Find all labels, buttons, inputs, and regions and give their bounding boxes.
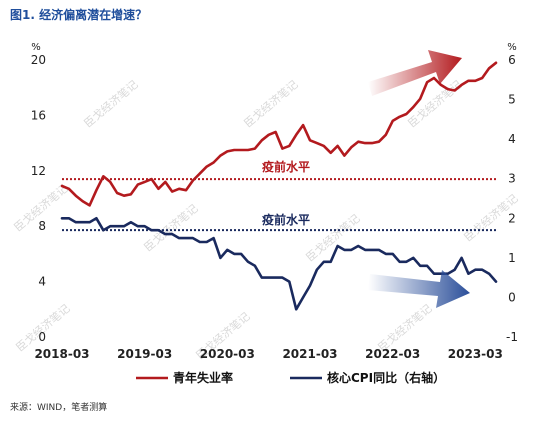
- left-tick-label: 0: [38, 330, 46, 344]
- left-tick-label: 20: [31, 53, 46, 67]
- right-axis-unit: %: [507, 42, 517, 53]
- right-tick-label: -1: [506, 330, 518, 344]
- legend-label-youth-unemployment: 青年失业率: [173, 370, 233, 385]
- right-tick-label: 2: [508, 211, 516, 225]
- falling-trend-arrow: [368, 270, 470, 308]
- source-note: 来源：WIND，笔者测算: [10, 403, 108, 413]
- x-tick-label: 2023-03: [448, 347, 503, 361]
- left-axis: 20 16 12 8 4 0: [31, 53, 46, 344]
- left-axis-unit: %: [31, 42, 41, 53]
- series-line-core-cpi: [60, 217, 498, 311]
- x-axis: 2018-03 2019-03 2020-03 2021-03 2022-03 2023-…: [34, 347, 502, 361]
- left-tick-label: 12: [31, 164, 46, 178]
- left-tick-label: 8: [38, 219, 46, 233]
- x-tick-label: 2022-03: [365, 347, 420, 361]
- series-line-youth-unemployment: [60, 61, 498, 207]
- legend: 青年失业率 核心CPI同比（右轴）: [136, 370, 445, 385]
- right-tick-label: 0: [508, 290, 516, 304]
- left-tick-label: 16: [31, 108, 46, 122]
- watermark: 臣戈经济笔记: [81, 77, 141, 130]
- figure-title: 图1. 经济偏离潜在增速？: [10, 8, 148, 22]
- x-tick-label: 2018-03: [34, 347, 89, 361]
- rising-trend-arrow: [368, 50, 462, 96]
- pre-covid-label-red: 疫前水平: [262, 159, 310, 174]
- x-tick-label: 2019-03: [117, 347, 172, 361]
- right-tick-label: 1: [508, 251, 516, 265]
- right-tick-label: 5: [508, 93, 516, 107]
- pre-covid-label-blue: 疫前水平: [262, 212, 310, 227]
- watermark: 臣戈经济笔记: [241, 77, 301, 130]
- right-axis: 6 5 4 3 2 1 0 -1: [506, 53, 518, 344]
- right-tick-label: 3: [508, 172, 516, 186]
- right-tick-label: 4: [508, 132, 516, 146]
- watermark: 臣戈经济笔记: [405, 77, 465, 130]
- legend-label-core-cpi: 核心CPI同比（右轴）: [327, 370, 445, 385]
- x-tick-label: 2021-03: [282, 347, 337, 361]
- right-tick-label: 6: [508, 53, 516, 67]
- left-tick-label: 4: [38, 275, 46, 289]
- x-tick-label: 2020-03: [200, 347, 255, 361]
